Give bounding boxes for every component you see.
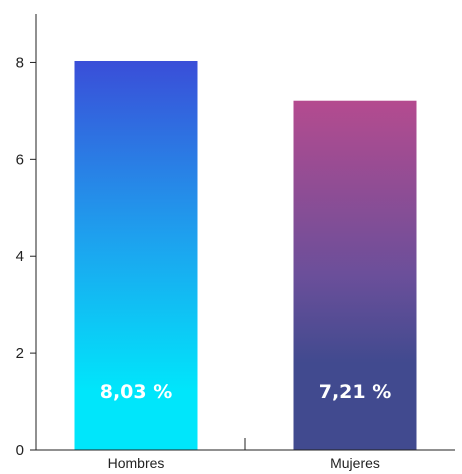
x-tick-label-hombres: Hombres <box>108 455 165 471</box>
x-ticks-group: Hombres Mujeres <box>108 438 380 471</box>
y-tick-label: 6 <box>16 151 24 168</box>
data-label-hombres: 8,03 % <box>100 381 173 403</box>
data-labels-group: 8,03 % 7,21 % <box>100 381 392 403</box>
data-label-mujeres: 7,21 % <box>319 381 392 403</box>
bar-hombres <box>74 60 198 450</box>
y-tick-label: 4 <box>16 248 24 265</box>
y-tick-label: 2 <box>16 345 24 362</box>
bar-mujeres <box>293 100 417 451</box>
x-tick-label-mujeres: Mujeres <box>330 455 380 471</box>
y-ticks-group: 0 2 4 6 8 <box>16 54 36 459</box>
y-tick-label: 8 <box>16 54 24 71</box>
y-tick-label: 0 <box>16 442 24 459</box>
bars-group <box>74 60 417 451</box>
